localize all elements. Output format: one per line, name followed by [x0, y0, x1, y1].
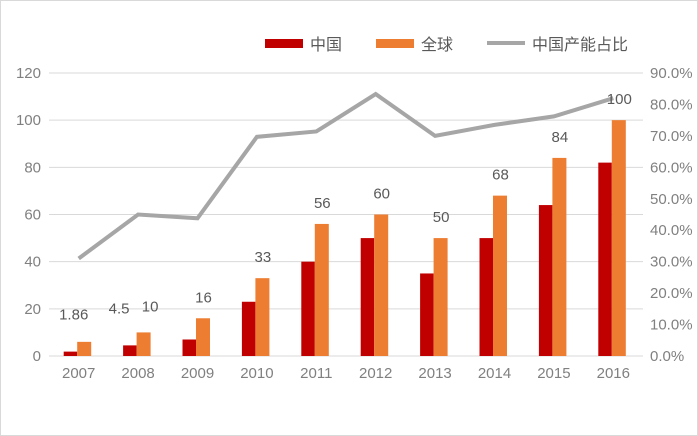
bar-china-2008	[123, 345, 137, 356]
bar-global-2010	[255, 278, 270, 356]
bar-global-2007	[77, 341, 92, 356]
legend-label-share: 中国产能占比	[532, 37, 629, 54]
y-axis-right-tick-label: 50.0%	[650, 191, 693, 208]
bar-china-2015	[538, 205, 553, 356]
legend-item-china: 中国	[265, 31, 342, 55]
data-label-global: 16	[195, 289, 212, 306]
bar-global-2009	[196, 318, 210, 356]
share-line	[77, 91, 614, 261]
data-label-global: 33	[255, 249, 272, 266]
y-axis-left-tick-label: 80	[24, 159, 41, 176]
y-axis-right-tick-label: 40.0%	[650, 222, 693, 239]
x-axis-label: 2015	[537, 365, 570, 382]
x-axis-label: 2009	[181, 365, 214, 382]
bar-global-2012	[374, 214, 389, 356]
y-axis-right-tick-label: 80.0%	[650, 96, 693, 113]
x-axis-label: 2011	[300, 365, 332, 382]
legend-item-global: 全球	[376, 31, 453, 55]
y-axis-right-tick-label: 20.0%	[650, 285, 693, 302]
legend-label-china: 中国	[310, 37, 343, 54]
global-series-swatch-icon	[376, 38, 415, 48]
y-axis-right-tick-label: 30.0%	[650, 254, 693, 271]
share-series-swatch-icon	[487, 41, 526, 45]
y-axis-right-tick-label: 60.0%	[650, 159, 693, 176]
y-axis-right-tick-label: 90.0%	[650, 65, 693, 82]
y-axis-left-tick-label: 100	[16, 112, 41, 129]
y-axis-right-tick-label: 10.0%	[650, 317, 693, 334]
data-label-china: 1.86	[59, 307, 88, 324]
bar-china-2012	[360, 238, 375, 356]
legend-item-share: 中国产能占比	[487, 31, 628, 55]
y-axis-left-tick-label: 60	[24, 207, 41, 224]
chart-legend: 中国 全球 中国产能占比	[265, 31, 628, 55]
bar-global-2008	[136, 332, 151, 356]
bar-china-2013	[420, 273, 434, 356]
bar-global-2013	[433, 238, 448, 356]
bar-china-2014	[479, 238, 493, 356]
bar-china-2010	[241, 301, 256, 356]
x-axis-label: 2008	[121, 365, 154, 382]
x-axis-label: 2013	[418, 365, 451, 382]
x-axis-label: 2014	[478, 365, 511, 382]
data-label-china: 4.5	[109, 300, 130, 317]
data-label-global: 100	[607, 91, 632, 108]
data-label-global: 84	[552, 129, 569, 146]
y-axis-left-tick-label: 120	[16, 65, 41, 82]
bar-china-2016	[598, 162, 612, 356]
y-axis-right-tick-label: 0.0%	[650, 348, 684, 365]
bar-china-2009	[182, 339, 196, 356]
y-axis-right-tick-label: 70.0%	[650, 128, 693, 145]
bar-global-2016	[611, 120, 626, 357]
data-label-global: 60	[373, 186, 390, 203]
x-axis-label: 2016	[597, 365, 630, 382]
x-axis-label: 2010	[240, 365, 273, 382]
bar-china-2007	[63, 351, 78, 356]
china-series-swatch-icon	[265, 38, 303, 48]
y-axis-left-tick-label: 0	[33, 348, 41, 365]
bar-global-2015	[552, 157, 567, 356]
y-axis-left-tick-label: 40	[24, 254, 41, 271]
data-label-global: 56	[314, 195, 331, 212]
x-axis-label: 2007	[62, 365, 95, 382]
y-axis-left-tick-label: 20	[24, 301, 41, 318]
data-label-global: 68	[492, 167, 509, 184]
legend-label-global: 全球	[421, 37, 454, 54]
x-axis-label: 2012	[359, 365, 392, 382]
data-label-global: 50	[433, 209, 450, 226]
bar-global-2014	[493, 195, 507, 356]
bar-china-2011	[301, 261, 315, 356]
bar-global-2011	[314, 223, 329, 356]
data-label-global: 10	[142, 298, 159, 315]
